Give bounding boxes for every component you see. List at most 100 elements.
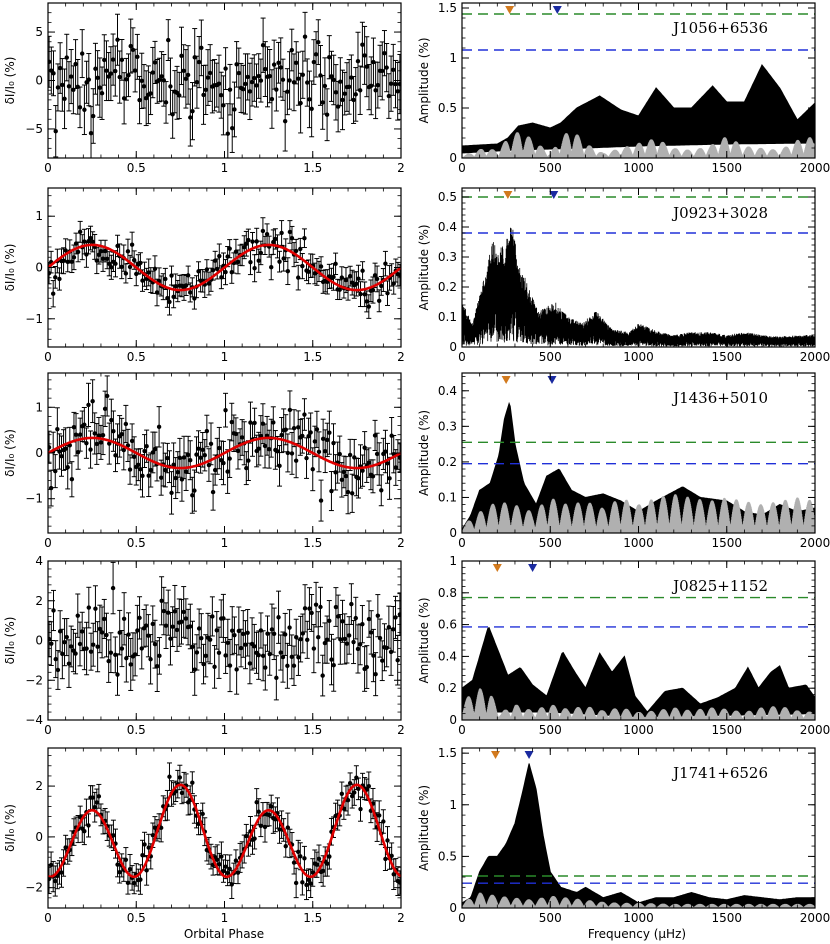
data-point: [210, 614, 215, 619]
data-point: [370, 474, 376, 479]
data-point: [327, 618, 332, 624]
data-point: [199, 45, 204, 51]
data-point: [381, 819, 386, 824]
data-point: [287, 625, 292, 630]
y-tick-label: 2: [35, 779, 43, 793]
data-point: [225, 469, 230, 474]
data-point: [300, 263, 305, 269]
data-point: [230, 628, 235, 633]
data-point: [247, 89, 253, 94]
data-point: [353, 92, 358, 97]
panel-J1436+5010-ft: J1436+5010 0 500 1000 1500 2000 0 0.1 0.2 0.3 0.4 A…: [417, 372, 830, 550]
x-tick-label: 0.5: [127, 350, 146, 364]
panel-J0825+1152-ft: J0825+1152 0 500 1000 1500 2000 0 0.2 0.4 0.6 0.8 1…: [417, 554, 830, 737]
data-point: [298, 100, 303, 106]
data-point: [221, 616, 226, 621]
data-point: [142, 842, 147, 847]
data-point: [291, 860, 297, 865]
x-tick-label: 2000: [800, 536, 830, 550]
data-point: [53, 275, 58, 280]
panel-frame: [47, 560, 402, 721]
data-point: [123, 857, 129, 862]
panel-J0923+3028-ft: J0923+3028 0 500 1000 1500 2000 0 0.1 0.2 0.3 0.4 0…: [417, 187, 830, 364]
data-point: [49, 641, 54, 646]
x-tick-label: 2000: [800, 723, 830, 737]
data-point: [53, 468, 58, 474]
data-point: [374, 276, 380, 282]
data-point: [143, 623, 149, 628]
y-tick-label: 1: [449, 51, 457, 65]
data-point: [256, 258, 261, 263]
panel-J1741+6526-lightcurve: 0 0.5 1 1.5 2 −2 0 2 δI/I₀ (%): [3, 747, 405, 925]
data-point: [68, 74, 74, 79]
data-point: [215, 857, 220, 862]
data-point: [263, 665, 268, 670]
data-point: [277, 259, 282, 264]
data-point: [88, 131, 94, 136]
data-point: [331, 440, 336, 446]
data-point: [302, 606, 308, 611]
data-point: [395, 89, 400, 94]
panel-J1056+6536-lightcurve: 0 0.5 1 1.5 2 −5 0 5 δI/I₀ (%): [3, 2, 405, 175]
y-axis-label: Amplitude (%): [417, 410, 431, 496]
data-point: [327, 430, 332, 435]
data-point: [391, 67, 396, 73]
data-point: [229, 419, 234, 425]
y-tick-label: 0.8: [438, 586, 457, 600]
data-point: [329, 488, 334, 494]
data-point: [322, 640, 328, 646]
data-point: [113, 453, 118, 458]
data-point: [159, 598, 164, 604]
data-point: [304, 882, 309, 888]
data-point: [177, 775, 183, 780]
data-point: [227, 87, 233, 92]
data-point: [216, 81, 222, 86]
data-point: [99, 91, 105, 96]
data-point: [95, 644, 100, 649]
data-point: [91, 113, 96, 119]
x-tick-label: 2000: [800, 350, 830, 364]
data-point: [179, 477, 185, 482]
y-tick-label: 4: [35, 554, 43, 568]
data-point: [252, 420, 257, 426]
data-point: [271, 420, 276, 425]
data-point: [135, 628, 140, 633]
data-point: [236, 628, 242, 634]
data-point: [264, 232, 270, 237]
data-point: [175, 469, 180, 475]
data-point: [354, 281, 359, 287]
data-point: [349, 601, 354, 607]
data-point: [57, 276, 62, 282]
data-point: [98, 440, 104, 445]
harmonic-frequency-marker: [528, 564, 538, 572]
star-name-label: J1436+5010: [671, 389, 768, 407]
data-point: [66, 84, 72, 89]
x-tick-label: 1.5: [303, 161, 322, 175]
data-point: [366, 616, 372, 622]
x-tick-label: 2000: [800, 161, 830, 175]
data-point: [201, 92, 206, 98]
data-point: [258, 250, 264, 256]
data-point: [245, 74, 250, 80]
data-point: [111, 428, 116, 434]
x-tick-label: 1000: [623, 161, 654, 175]
x-tick-label: 0: [458, 723, 466, 737]
y-tick-label: 0: [35, 261, 43, 275]
data-point: [397, 455, 401, 460]
y-tick-label: 1: [35, 209, 43, 223]
data-point: [217, 253, 222, 259]
x-tick-label: 0.5: [127, 536, 146, 550]
data-point: [88, 447, 93, 452]
data-point: [91, 642, 96, 647]
data-point: [254, 83, 259, 88]
x-tick-label: 2: [397, 911, 405, 925]
data-point: [287, 407, 293, 413]
y-axis-label: δI/I₀ (%): [3, 617, 17, 665]
data-point: [123, 271, 129, 276]
x-tick-label: 1500: [711, 350, 742, 364]
data-point: [323, 448, 328, 454]
data-point: [225, 640, 231, 646]
panel-J0825+1152-lightcurve: 0 0.5 1 1.5 2 −4 −2 0 2 4 δI/I₀ (%): [3, 554, 405, 737]
data-point: [146, 270, 151, 275]
